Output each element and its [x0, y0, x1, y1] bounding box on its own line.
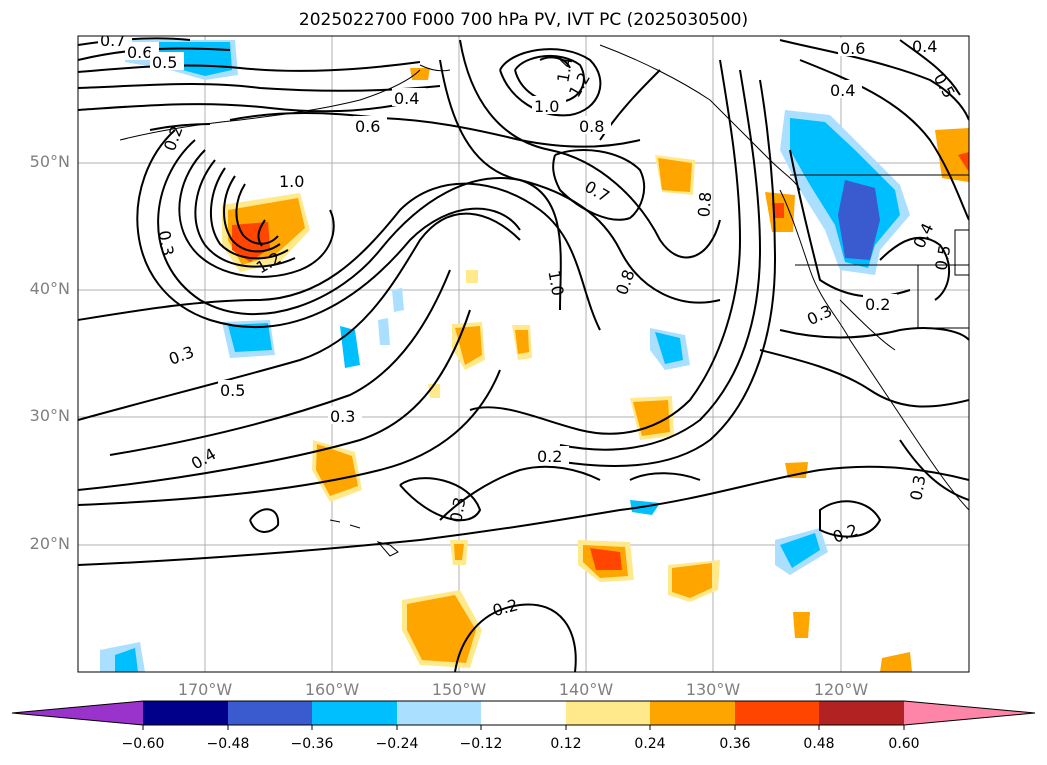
colorbar-tick-4: −0.12	[459, 736, 503, 752]
colorbar-segment-3	[312, 701, 397, 725]
contour-label-21: 0.4	[909, 220, 937, 251]
colorbar-extend-left	[12, 701, 143, 725]
map-title: 2025022700 F000 700 hPa PV, IVT PC (2025…	[298, 10, 749, 30]
contour-label-10-bg	[838, 38, 872, 56]
contour-label-25: 0.3	[804, 301, 835, 329]
lon-label-140w: 140°W	[558, 680, 614, 699]
lat-label-50n: 50°N	[29, 152, 70, 171]
colorbar-tick-2: −0.36	[290, 736, 334, 752]
lon-label-150w: 150°W	[431, 680, 487, 699]
contour-label-30: 0.3	[446, 496, 469, 524]
contour-label-9-bg	[577, 116, 611, 134]
colorbar-tick-5: 0.12	[550, 736, 582, 752]
contour-label-5-bg	[353, 116, 387, 134]
contour-label-26-bg	[863, 294, 897, 312]
colorbar-segment-7	[650, 701, 735, 725]
colorbar-segment-1	[143, 701, 228, 725]
contour-label-1: 0.6	[127, 43, 152, 62]
lon-label-170w: 170°W	[177, 680, 233, 699]
lon-label-130w: 130°W	[685, 680, 741, 699]
contour-label-11-bg	[828, 80, 862, 98]
lat-label-30n: 30°N	[29, 406, 70, 425]
contour-label-14: 0.3	[154, 229, 177, 257]
contour-label-23: 0.5	[220, 381, 245, 400]
colorbar-segment-4	[397, 701, 481, 725]
contour-label-0-bg	[98, 36, 132, 48]
colorbar-tick-3: −0.24	[375, 736, 419, 752]
colorbar-tick-7: 0.36	[719, 736, 751, 752]
contour-label-15-bg	[277, 171, 311, 189]
colorbar-segment-9	[819, 701, 904, 725]
colorbar-segment-6	[566, 701, 650, 725]
contour-label-32: 0.3	[906, 474, 929, 502]
contour-label-18: 0.8	[694, 191, 715, 218]
colorbar-tick-8: 0.48	[803, 736, 835, 752]
contour-label-22: 0.5	[931, 244, 954, 272]
contour-label-29-bg	[535, 446, 569, 464]
colorbar	[11, 700, 1036, 730]
colorbar-tick-6: 0.24	[634, 736, 666, 752]
contour-label-24: 0.3	[330, 407, 355, 426]
contour-label-2: 0.5	[152, 53, 177, 72]
colorbar-segment-5	[481, 701, 566, 725]
lon-label-160w: 160°W	[304, 680, 360, 699]
contour-label-12: 0.4	[912, 37, 937, 56]
contour-label-27: 0.4	[188, 444, 220, 473]
contour-label-23-bg	[218, 380, 252, 398]
colorbar-tick-0: −0.60	[121, 736, 165, 752]
contour-label-6: 1.0	[534, 97, 559, 116]
contour-label-28: 0.3	[166, 342, 196, 369]
plot-frame	[77, 35, 970, 673]
coastlines	[119, 44, 969, 557]
colorbar-segment-8	[735, 701, 819, 725]
contour-label-19: 1.0	[544, 269, 567, 297]
contour-label-2-bg	[150, 52, 184, 70]
lat-label-40n: 40°N	[29, 279, 70, 298]
contour-label-3-bg	[392, 88, 426, 106]
contour-label-13: 0.5	[930, 70, 959, 102]
contour-label-15: 1.0	[279, 172, 304, 191]
colorbar-segment-2	[228, 701, 312, 725]
contour-label-11: 0.4	[830, 81, 855, 100]
contour-label-9: 0.8	[579, 117, 604, 136]
colorbar-tick-9: 0.60	[888, 736, 920, 752]
contour-label-0: 0.7	[100, 31, 125, 50]
contour-label-6-bg	[532, 96, 566, 114]
colorbar-extend-right	[904, 701, 1035, 725]
contour-label-7: 1.4	[553, 56, 576, 84]
contour-label-3: 0.4	[394, 89, 419, 108]
contour-label-29: 0.2	[537, 447, 562, 466]
colorbar-tick-1: −0.48	[206, 736, 250, 752]
contour-label-5: 0.6	[355, 117, 380, 136]
lat-label-20n: 20°N	[29, 534, 70, 553]
contour-label-26: 0.2	[865, 295, 890, 314]
ivt-filled-contours	[100, 40, 969, 672]
contour-label-10: 0.6	[840, 39, 865, 58]
contour-label-24-bg	[328, 406, 362, 424]
lon-label-120w: 120°W	[813, 680, 869, 699]
contour-label-31: 0.2	[491, 595, 521, 620]
contour-label-33: 0.2	[830, 520, 860, 547]
